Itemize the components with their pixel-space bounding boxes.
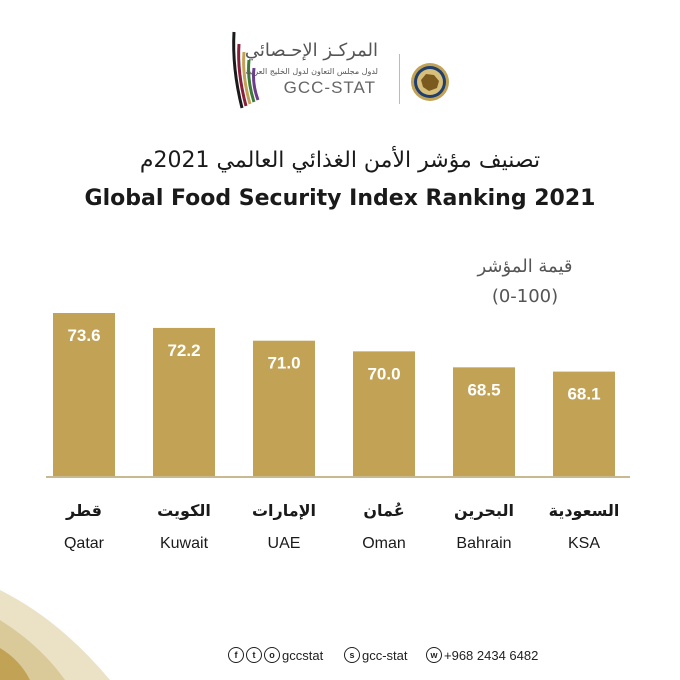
bar-uae	[253, 340, 315, 476]
logo-divider	[399, 54, 400, 104]
category-label: KSA	[568, 535, 600, 552]
snapchat-handle[interactable]: gcc-stat	[362, 647, 408, 663]
category-label-arabic: البحرين	[454, 501, 514, 520]
axis-note-range: (0-100)	[491, 286, 559, 307]
snapchat-icon[interactable]: s	[344, 647, 360, 663]
category-label-arabic: قطر	[65, 501, 102, 520]
title-english: Global Food Security Index Ranking 2021	[84, 186, 596, 211]
data-label: 70.0	[367, 364, 400, 383]
snapchat-link: s gcc-stat	[344, 647, 408, 663]
twitter-icon[interactable]: t	[246, 647, 262, 663]
gcc-emblem-icon	[411, 63, 449, 101]
category-label-arabic: الكويت	[157, 501, 211, 520]
axis-note-arabic: قيمة المؤشر	[477, 256, 573, 277]
bar-bahrain	[453, 367, 515, 476]
corner-decoration	[0, 590, 110, 680]
category-label: Qatar	[64, 535, 105, 552]
category-label: Bahrain	[456, 535, 511, 552]
title-arabic: تصنيف مؤشر الأمن الغذائي العالمي 2021م	[139, 148, 541, 173]
category-label: UAE	[268, 535, 301, 552]
bar-ksa	[553, 371, 615, 476]
data-label: 68.1	[567, 385, 600, 404]
footer-contacts: f t o gccstat s gcc-stat w +968 2434 648…	[0, 644, 680, 668]
data-label: 72.2	[167, 341, 200, 360]
data-label: 73.6	[67, 326, 100, 345]
bar-kuwait	[153, 327, 215, 476]
bar-qatar	[53, 313, 115, 476]
category-label-arabic: السعودية	[549, 501, 620, 520]
whatsapp-link: w +968 2434 6482	[426, 647, 538, 663]
logo-org-english: GCC-STAT	[283, 78, 376, 97]
gcc-stat-logo: المركـز الإحـصائي لدول مجلس التعاون لدول…	[228, 28, 456, 114]
instagram-icon[interactable]: o	[264, 647, 280, 663]
data-label: 68.5	[467, 380, 500, 399]
whatsapp-icon[interactable]: w	[426, 647, 442, 663]
social-links: f t o gccstat	[228, 647, 323, 663]
facebook-icon[interactable]: f	[228, 647, 244, 663]
logo-org-subtitle: لدول مجلس التعاون لدول الخليج العربية	[245, 67, 378, 76]
category-label-arabic: الإمارات	[252, 501, 316, 520]
whatsapp-number[interactable]: +968 2434 6482	[444, 647, 539, 663]
category-label: Oman	[362, 535, 406, 552]
category-label-arabic: عُمان	[363, 501, 404, 520]
logo-stripes-icon	[232, 31, 260, 109]
data-label: 71.0	[267, 354, 300, 373]
category-label: Kuwait	[160, 535, 209, 552]
social-handle[interactable]: gccstat	[282, 647, 324, 663]
bar-oman	[353, 351, 415, 476]
logo-org-arabic: المركـز الإحـصائي	[244, 40, 378, 61]
